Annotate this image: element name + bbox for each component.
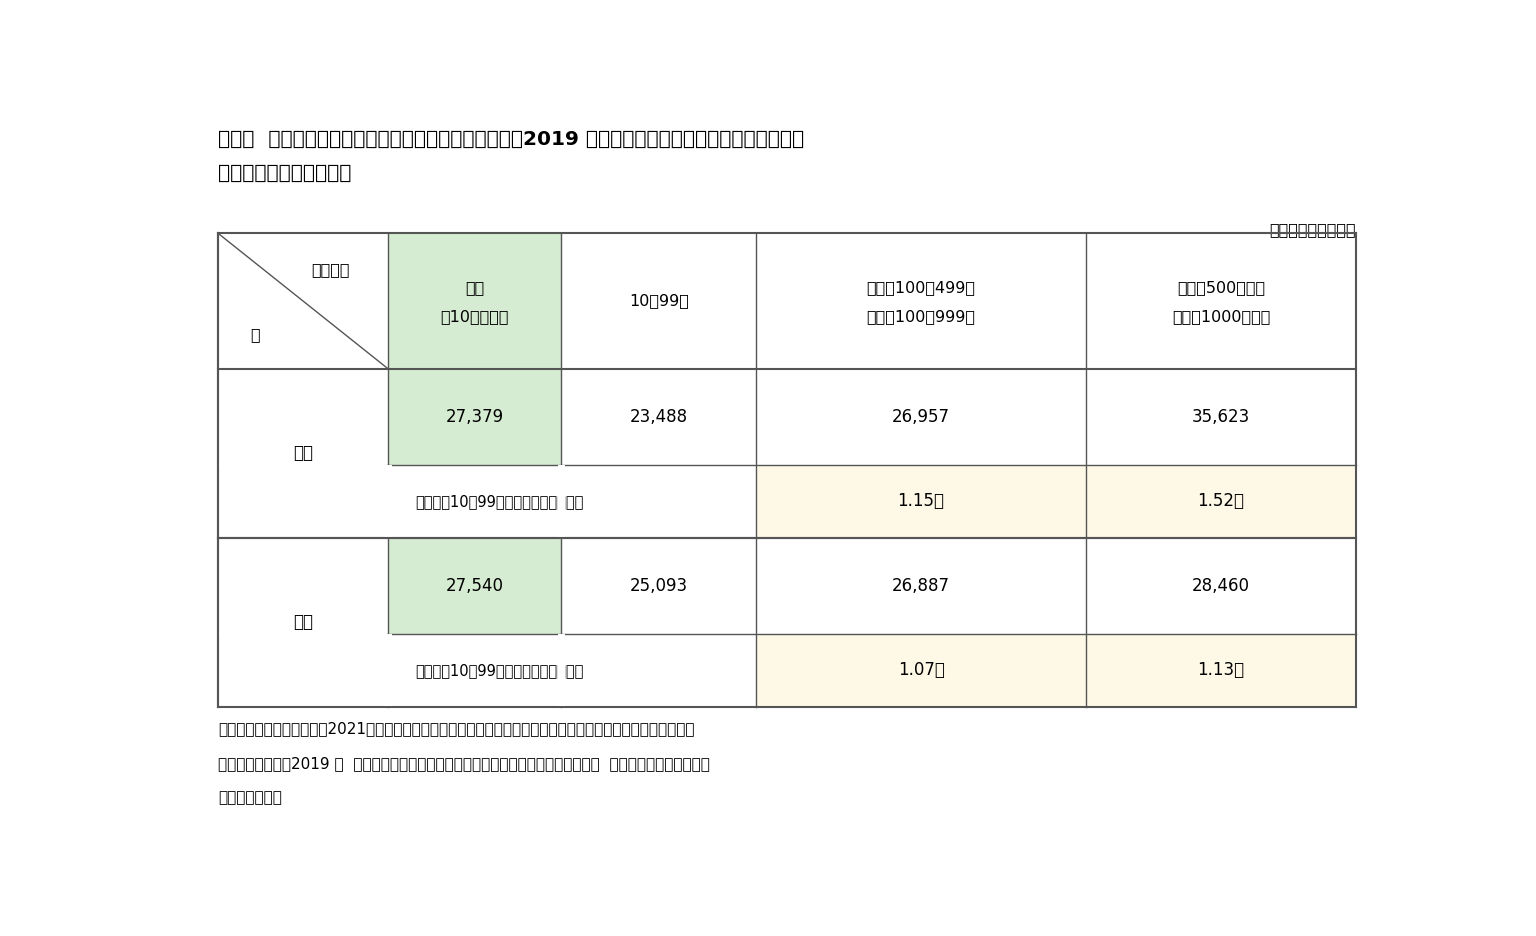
Bar [218, 233, 389, 369]
Text: を用いて比較）: を用いて比較） [218, 791, 283, 806]
Text: 全体: 全体 [465, 281, 484, 296]
Bar [756, 538, 1086, 634]
Bar [218, 464, 756, 538]
Text: 35,623: 35,623 [1192, 407, 1250, 426]
Bar [558, 465, 565, 537]
Text: 韓国：500人以上: 韓国：500人以上 [1177, 281, 1266, 296]
Bar [558, 635, 565, 706]
Bar [756, 634, 1086, 707]
Text: 26,957: 26,957 [892, 407, 951, 426]
Text: 日本：1000人以上: 日本：1000人以上 [1172, 310, 1270, 325]
Text: 国: 国 [250, 328, 260, 343]
Bar [384, 635, 392, 706]
Bar [218, 369, 389, 464]
Bar [218, 538, 389, 634]
Text: 日本：100〜999人: 日本：100〜999人 [866, 310, 975, 325]
Text: 1.07倍: 1.07倍 [897, 661, 945, 680]
Text: 従業員数: 従業員数 [310, 262, 350, 277]
Text: （10人以上）: （10人以上） [441, 310, 508, 325]
Text: 従業員数10〜99人と比較した賃金水準: 従業員数10〜99人と比較した賃金水準 [415, 663, 584, 678]
Bar [389, 233, 562, 369]
Bar [389, 369, 562, 464]
Text: 日本: 日本 [293, 613, 313, 632]
Bar [389, 538, 562, 634]
Bar [562, 538, 756, 634]
Text: 23,488: 23,488 [630, 407, 688, 426]
Text: 1.15倍: 1.15倍 [897, 492, 945, 510]
Text: 1.52倍: 1.52倍 [1198, 492, 1244, 510]
Text: 従業員数10〜99人と比較した賃金水準: 従業員数10〜99人と比較した賃金水準 [415, 493, 584, 508]
Bar [1086, 538, 1356, 634]
Bar [562, 233, 756, 369]
Bar [218, 634, 756, 707]
Text: 1.13倍: 1.13倍 [1198, 661, 1244, 680]
Bar [384, 465, 392, 537]
Bar [1086, 233, 1356, 369]
Text: 単位：アメリカドル: 単位：アメリカドル [1270, 222, 1356, 237]
Bar [756, 369, 1086, 464]
Bar [220, 632, 387, 636]
Bar [1086, 634, 1356, 707]
Bar [756, 233, 1086, 369]
Bar [220, 462, 387, 467]
Text: 為替レートでドル換算）: 為替レートでドル換算） [218, 164, 352, 183]
Text: 韓国：100〜499人: 韓国：100〜499人 [866, 281, 975, 296]
Bar [1086, 464, 1356, 538]
Bar [756, 464, 1086, 538]
Text: 図表５  日韓の企業規模別大卒初任給（年間賃金総額、2019 年、各年の名目平均賃金をその年の平均: 図表５ 日韓の企業規模別大卒初任給（年間賃金総額、2019 年、各年の名目平均賃… [218, 130, 805, 150]
Text: 27,379: 27,379 [445, 407, 504, 426]
Bar [1086, 369, 1356, 464]
Text: 27,540: 27,540 [445, 577, 504, 594]
Bar [562, 369, 756, 464]
Text: 出所）韓国経営者総協会（2021）「わが国の大卒初任給の分析および韓・日大卒初任給の比較と示唆点」（韓国: 出所）韓国経営者総協会（2021）「わが国の大卒初任給の分析および韓・日大卒初任… [218, 722, 694, 737]
Text: は雇用労働部の「2019 年  賃金構造基本統計調査」を、日本は厚生労働省の「令和元年  賃金構造基本統計調査」: は雇用労働部の「2019 年 賃金構造基本統計調査」を、日本は厚生労働省の「令和… [218, 756, 710, 771]
Text: 25,093: 25,093 [630, 577, 688, 594]
Text: 26,887: 26,887 [892, 577, 951, 594]
Text: 10〜99人: 10〜99人 [630, 294, 688, 309]
Text: 韓国: 韓国 [293, 445, 313, 462]
Text: 28,460: 28,460 [1192, 577, 1250, 594]
